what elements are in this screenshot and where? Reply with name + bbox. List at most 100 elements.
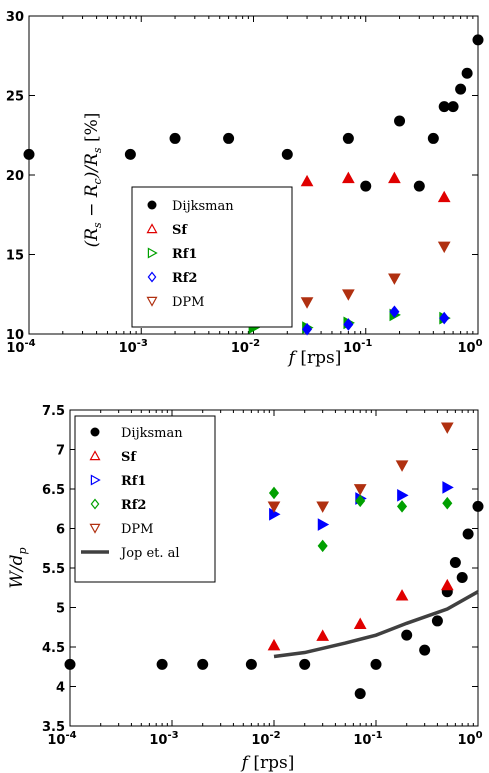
chart-panel-1: 10-4 10-3 10-2 10-1 100 10 15 20 25 30 f [rps] (Rs …: [6, 10, 484, 368]
y-tick-label: 10: [6, 328, 24, 343]
legend-label: DPM: [121, 522, 153, 537]
x-tick-label: 10-4: [6, 338, 35, 356]
data-point: [442, 481, 454, 494]
data-point: [267, 501, 281, 513]
data-point: [437, 190, 451, 203]
data-point: [440, 422, 454, 434]
series-jop-et-al: [273, 590, 479, 659]
data-point: [169, 132, 181, 144]
data-point: [439, 311, 450, 325]
legend-label: DPM: [172, 295, 204, 310]
x-tick-label: 10-2: [231, 338, 260, 356]
data-point: [461, 67, 473, 79]
data-point: [462, 528, 474, 540]
data-point: [64, 658, 76, 670]
data-point: [156, 658, 168, 670]
data-point: [316, 629, 330, 641]
y-tick-label: 30: [6, 10, 24, 25]
data-point: [316, 501, 330, 513]
data-point: [353, 484, 367, 496]
data-point: [342, 289, 355, 301]
legend-label: Rf2: [121, 498, 146, 513]
y-tick-label: 7: [56, 444, 65, 459]
chart-panel-2: 10-4 10-3 10-2 10-1 100 3.5 4 4.5 5 5.5 6 6.5 7 7.5 f …: [7, 404, 484, 773]
data-point: [267, 638, 281, 651]
x-tick-label: 10-3: [149, 730, 178, 748]
legend-label: Dijksman: [121, 426, 183, 441]
legend-marker: [89, 523, 101, 534]
x-tick-label: 10-1: [343, 338, 372, 356]
legend-box: [131, 186, 293, 328]
data-point: [388, 171, 401, 184]
legend-label: Jop et. al: [119, 546, 180, 561]
legend-label: Sf: [121, 450, 137, 465]
data-point: [23, 148, 35, 160]
y-tick-label: 6.5: [42, 483, 65, 498]
series-dpm: [267, 422, 454, 513]
legend-marker: [90, 474, 101, 486]
series-rf1: [269, 481, 454, 531]
legend-label: Rf1: [172, 247, 197, 262]
y-axis-label: (Rs − Rc)/Rs [%]: [82, 113, 104, 248]
data-point: [456, 571, 468, 583]
data-point: [317, 518, 330, 531]
legend-label: Rf1: [121, 474, 146, 489]
data-point: [299, 658, 311, 670]
y-axis-label: W/dp: [7, 547, 29, 588]
y-tick-label: 5.5: [42, 562, 65, 577]
x-axis-label: f [rps]: [287, 348, 342, 368]
legend-marker: [89, 450, 101, 461]
data-point: [300, 174, 314, 187]
y-tick-label: 7.5: [42, 404, 65, 419]
data-point: [455, 83, 467, 95]
data-point: [223, 132, 235, 144]
data-point: [401, 629, 413, 641]
data-point: [396, 500, 408, 513]
legend: Dijksman Sf Rf1 Rf2 DPM: [131, 186, 293, 328]
data-point: [317, 539, 328, 553]
data-point: [360, 180, 372, 192]
legend-marker: [147, 200, 157, 210]
x-tick-label: 100: [457, 338, 482, 356]
y-tick-label: 4: [56, 681, 65, 696]
legend-marker: [146, 223, 158, 234]
data-point: [431, 615, 443, 627]
x-tick-label: 10-2: [251, 730, 280, 748]
x-tick-label: 10-4: [47, 730, 76, 748]
data-point: [427, 132, 439, 144]
legend-marker: [90, 427, 100, 437]
legend-label: Rf2: [172, 271, 197, 286]
x-tick-label: 10-1: [353, 730, 382, 748]
series-rf2: [268, 486, 453, 553]
data-point: [197, 658, 209, 670]
data-point: [394, 115, 406, 127]
data-point: [389, 305, 400, 319]
y-tick-label: 3.5: [42, 720, 65, 735]
legend-box: [74, 415, 216, 583]
data-point: [395, 460, 409, 472]
data-point: [353, 617, 367, 629]
series-dijksman: [23, 34, 484, 192]
data-point: [413, 180, 425, 192]
data-point: [245, 658, 257, 670]
series-sf: [267, 578, 454, 651]
data-point: [440, 578, 454, 591]
data-point: [437, 241, 451, 254]
data-point: [395, 589, 409, 601]
data-point: [300, 297, 314, 309]
y-tick-label: 5: [56, 602, 65, 617]
legend-marker: [90, 498, 100, 510]
data-point: [472, 34, 484, 46]
y-tick-label: 4.5: [42, 641, 65, 656]
x-axis-label: f [rps]: [240, 753, 295, 773]
data-point: [343, 318, 354, 331]
legend: Dijksman Sf Rf1 Rf2 DPM Jop et. al: [74, 415, 216, 583]
legend-marker: [146, 296, 158, 307]
data-point: [472, 500, 484, 512]
y-tick-label: 20: [6, 169, 24, 184]
data-point: [281, 148, 293, 160]
data-point: [124, 148, 136, 160]
legend-marker: [147, 271, 157, 283]
data-point: [302, 322, 313, 336]
